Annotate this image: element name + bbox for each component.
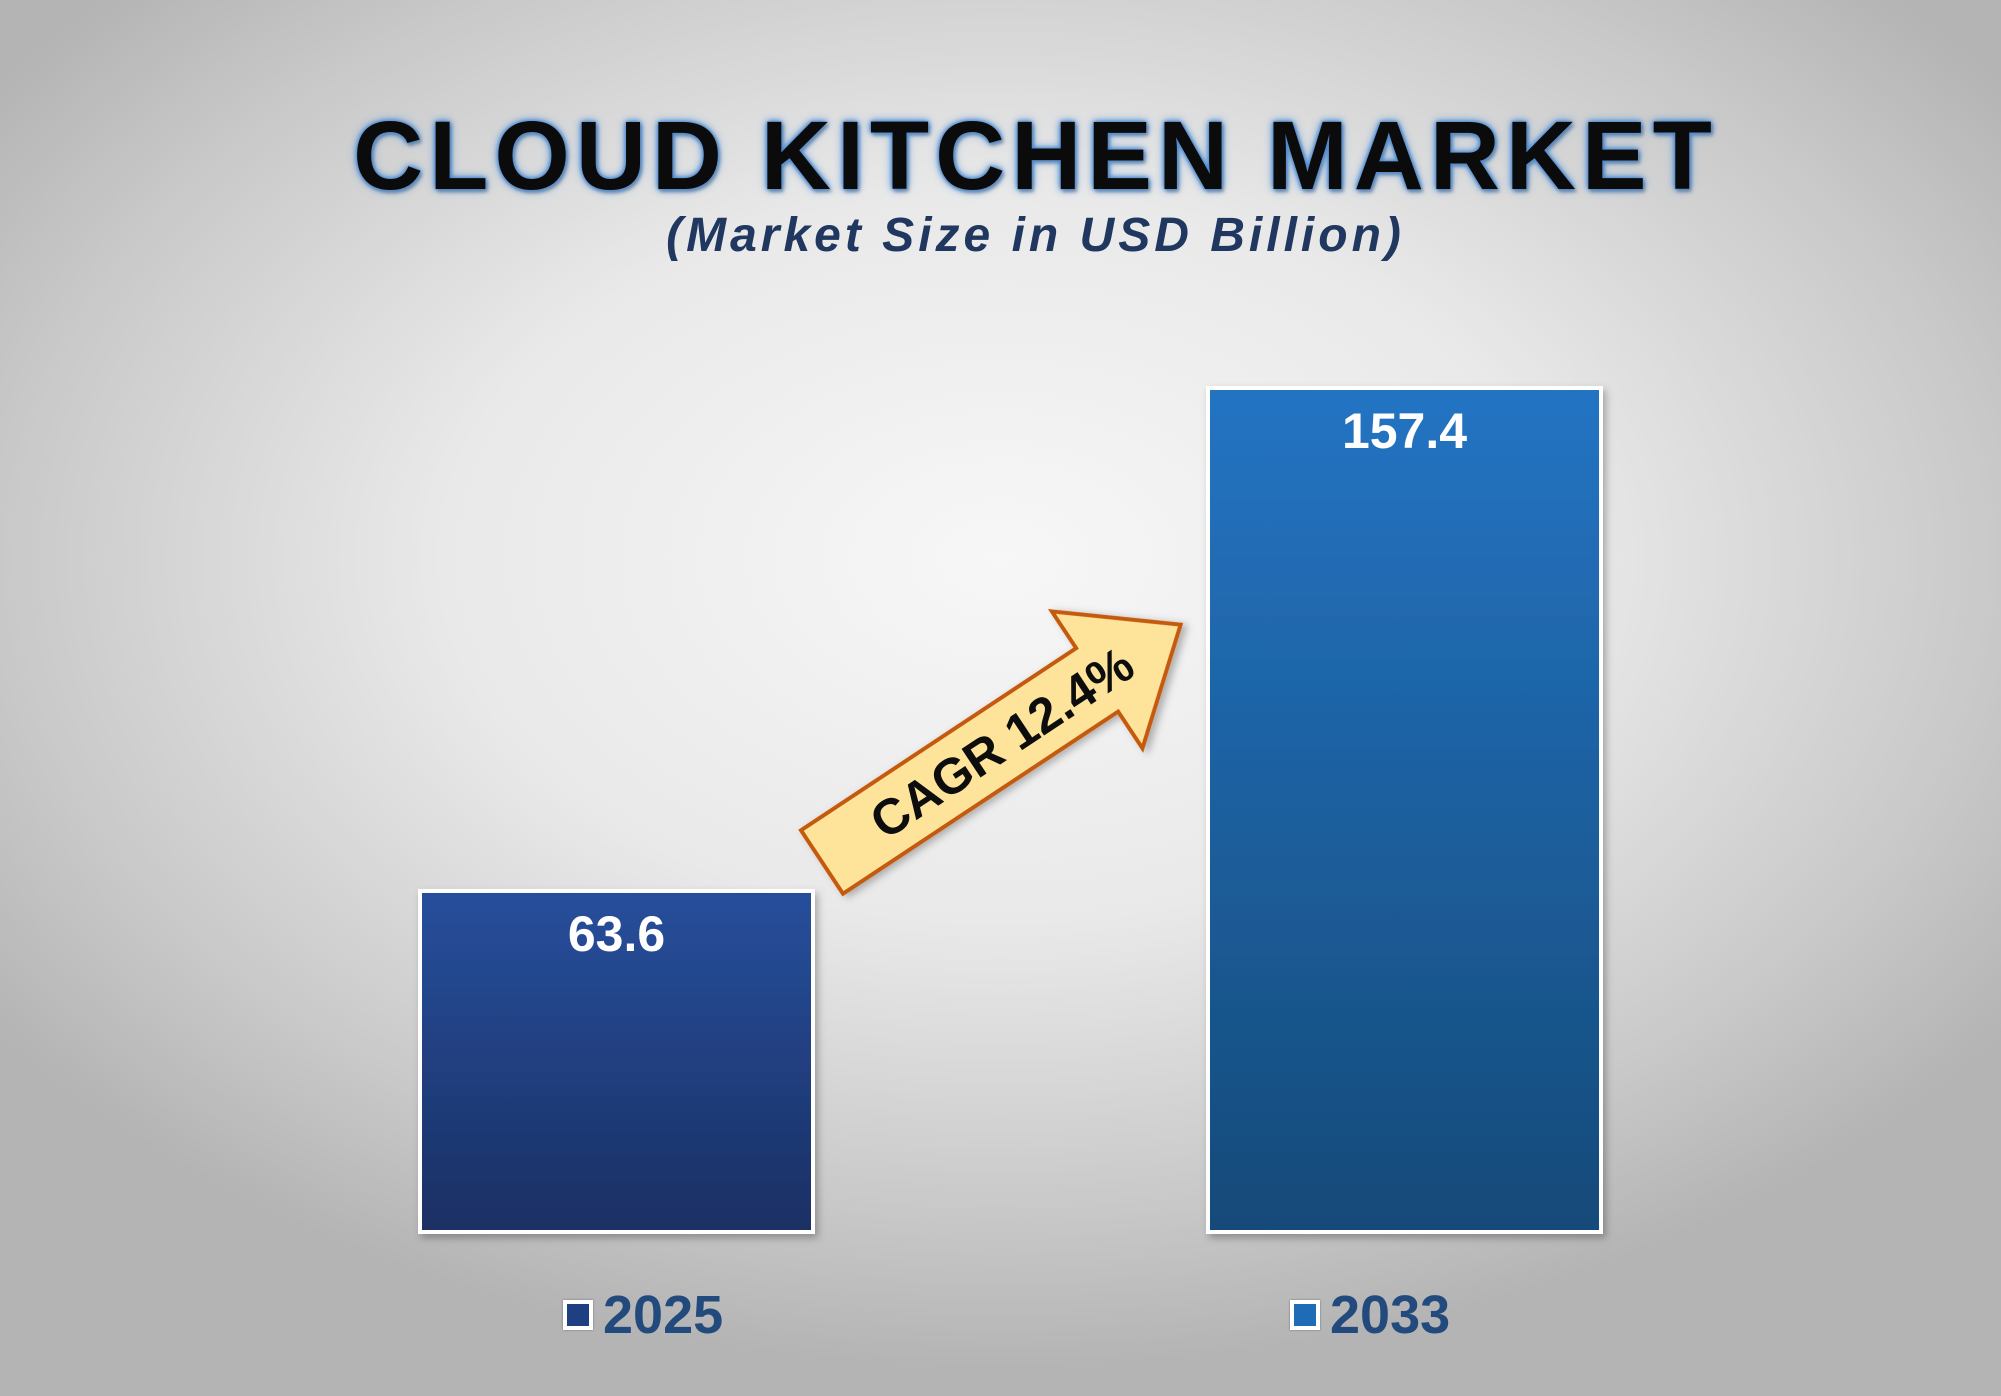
bars-layer: 63.6 157.4 xyxy=(418,386,1603,1235)
cagr-arrow-shape xyxy=(798,609,1184,897)
legend-item-2033: 2033 xyxy=(1290,1280,1450,1350)
legend-label-2033: 2033 xyxy=(1330,1285,1451,1345)
cagr-label: CAGR 12.4% xyxy=(860,636,1143,850)
legend-label-2025: 2025 xyxy=(603,1285,724,1345)
bar-value-label-2033: 157.4 xyxy=(1342,403,1467,459)
bar-2025 xyxy=(418,888,815,1235)
bar-value-label-2025: 63.6 xyxy=(568,906,665,962)
cagr-arrow: CAGR 12.4% xyxy=(798,609,1184,897)
chart-title: CLOUD KITCHEN MARKET xyxy=(353,101,1718,210)
legend-swatch-2033 xyxy=(1290,1300,1320,1330)
legend-item-2025: 2025 xyxy=(563,1280,723,1350)
legend-swatch-2025 xyxy=(563,1300,593,1330)
chart-subtitle: (Market Size in USD Billion) xyxy=(666,209,1405,262)
bar-2033 xyxy=(1206,386,1603,1234)
